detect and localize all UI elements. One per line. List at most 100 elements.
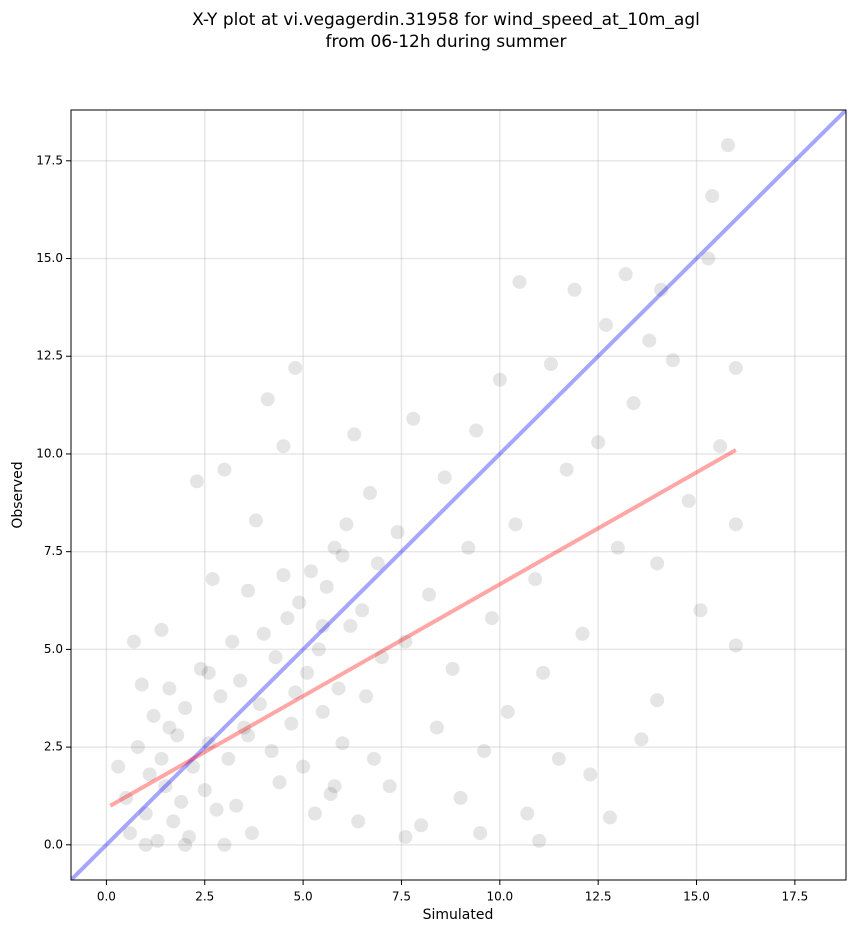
point (327, 779, 342, 794)
point (182, 830, 197, 845)
point (126, 634, 141, 649)
point (315, 618, 330, 633)
point (288, 360, 303, 375)
x-tick-label: 2.5 (195, 890, 214, 904)
point (221, 751, 236, 766)
point (642, 333, 657, 348)
x-tick-label: 10.0 (486, 890, 513, 904)
point (701, 251, 716, 266)
point (406, 411, 421, 426)
point (634, 732, 649, 747)
point (142, 767, 157, 782)
plot-frame (70, 109, 847, 881)
point (193, 661, 208, 676)
point (237, 720, 252, 735)
point (469, 423, 484, 438)
x-tick-label: 15.0 (683, 890, 710, 904)
point (575, 626, 590, 641)
point (713, 439, 728, 454)
point (453, 790, 468, 805)
point (260, 392, 275, 407)
point (693, 603, 708, 618)
point (272, 775, 287, 790)
point (543, 357, 558, 372)
line (109, 448, 737, 808)
point (331, 681, 346, 696)
point (650, 693, 665, 708)
x-axis-label: Simulated (423, 907, 494, 923)
point (150, 833, 165, 848)
point (528, 572, 543, 587)
point (477, 744, 492, 759)
point (520, 806, 535, 821)
point (602, 810, 617, 825)
point (551, 751, 566, 766)
point (437, 470, 452, 485)
point (366, 751, 381, 766)
point (610, 540, 625, 555)
point (178, 837, 193, 852)
point (421, 587, 436, 602)
point (138, 837, 153, 852)
point (665, 353, 680, 368)
point (626, 396, 641, 411)
point (327, 540, 342, 555)
y-tick-label: 2.5 (44, 740, 63, 754)
point (728, 517, 743, 532)
point (351, 814, 366, 829)
point (178, 701, 193, 716)
chart-title: from 06-12h during summer (326, 32, 567, 52)
point (162, 681, 177, 696)
line (71, 110, 846, 880)
point (111, 759, 126, 774)
point (343, 618, 358, 633)
point (307, 806, 322, 821)
point (276, 439, 291, 454)
point (559, 462, 574, 477)
point (174, 794, 189, 809)
point (241, 583, 256, 598)
y-tick-label: 15.0 (36, 251, 63, 265)
point (217, 837, 232, 852)
point (461, 540, 476, 555)
point (158, 779, 173, 794)
point (484, 611, 499, 626)
point (355, 603, 370, 618)
point (339, 517, 354, 532)
point (138, 806, 153, 821)
y-axis-label: Observed (10, 461, 26, 528)
y-tick-label: 12.5 (36, 349, 63, 363)
point (300, 665, 315, 680)
point (288, 685, 303, 700)
point (170, 728, 185, 743)
x-tick-label: 5.0 (294, 890, 313, 904)
point (532, 833, 547, 848)
x-tick-label: 12.5 (585, 890, 612, 904)
point (429, 720, 444, 735)
point (370, 556, 385, 571)
point (225, 634, 240, 649)
point (268, 650, 283, 665)
point (591, 435, 606, 450)
point (217, 462, 232, 477)
point (323, 787, 338, 802)
x-tick-label: 7.5 (392, 890, 411, 904)
point (359, 689, 374, 704)
point (319, 579, 334, 594)
point (248, 513, 263, 528)
point (185, 759, 200, 774)
point (473, 826, 488, 841)
point (189, 474, 204, 489)
point (536, 665, 551, 680)
point (374, 650, 389, 665)
point (445, 661, 460, 676)
y-tick-label: 10.0 (36, 446, 63, 460)
y-tick-label: 0.0 (44, 837, 63, 851)
point (567, 282, 582, 297)
point (303, 564, 318, 579)
point (315, 704, 330, 719)
point (599, 317, 614, 332)
y-tick-label: 7.5 (44, 544, 63, 558)
point (213, 689, 228, 704)
